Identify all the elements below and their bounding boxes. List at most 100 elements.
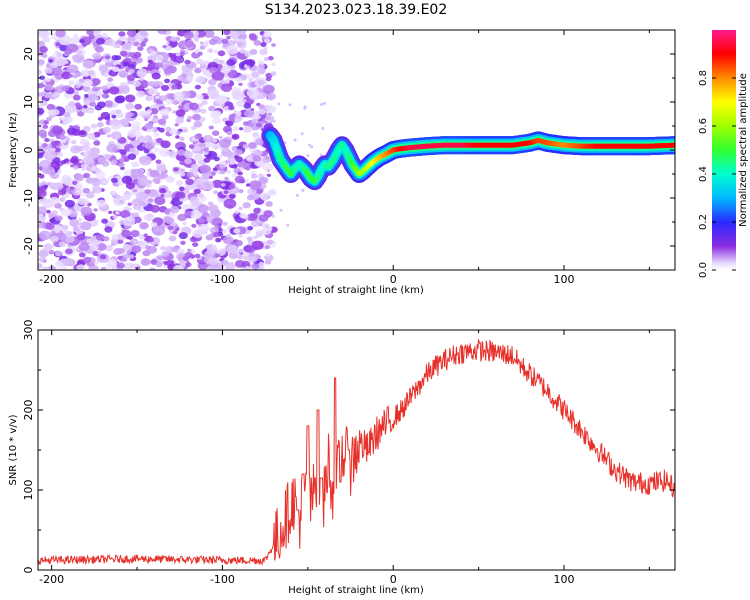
noise-blob [156, 127, 161, 130]
noise-blob [62, 257, 74, 267]
noise-blob [40, 100, 48, 107]
noise-blob [152, 177, 160, 184]
noise-blob [235, 156, 244, 163]
colorbar-tick-label: 0.4 [698, 166, 709, 182]
spectrogram-xlabel: Height of straight line (km) [288, 285, 424, 296]
noise-blob [173, 265, 184, 270]
noise-blob [121, 175, 133, 184]
noise-blob [252, 132, 259, 138]
noise-blob [171, 246, 179, 253]
noise-blob [170, 36, 177, 42]
noise-blob [255, 231, 264, 238]
noise-blob [77, 198, 87, 206]
snr-xlabel: Height of straight line (km) [288, 585, 424, 596]
noise-blob [60, 208, 72, 217]
noise-blob [127, 202, 132, 206]
noise-blob [147, 168, 152, 172]
noise-blob [137, 68, 148, 76]
noise-blob [44, 138, 50, 142]
noise-blob [180, 168, 185, 172]
noise-blob [72, 180, 78, 185]
noise-blob [106, 143, 119, 153]
noise-blob [271, 62, 276, 67]
noise-blob [145, 95, 153, 102]
noise-blob [82, 78, 93, 88]
noise-blob [173, 167, 179, 172]
noise-blob [82, 59, 95, 69]
noise-blob [106, 259, 118, 268]
noise-blob [96, 90, 103, 96]
noise-blob [110, 159, 118, 166]
noise-blob [132, 80, 141, 87]
noise-blob [50, 140, 60, 147]
noise-blob [150, 222, 158, 228]
noise-blob [226, 151, 236, 158]
snr-axes: -200 -100 0 100 0 100 200 300 [22, 320, 675, 586]
noise-blob [38, 83, 44, 89]
noise-blob [63, 158, 70, 163]
noise-blob [208, 125, 214, 130]
noise-blob [82, 143, 90, 149]
noise-blob [79, 160, 84, 164]
noise-blob [137, 177, 150, 187]
noise-blob [263, 210, 273, 218]
noise-blob [267, 93, 277, 100]
colorbar: 0.0 0.2 0.4 0.6 0.8 Normalized spectral ampl… [698, 30, 749, 278]
noise-blob [258, 104, 265, 109]
noise-blob [89, 101, 97, 107]
noise-blob [88, 69, 95, 76]
noise-blob [78, 252, 86, 258]
noise-blob [186, 171, 194, 178]
noise-blob [308, 143, 311, 147]
noise-blob [182, 128, 188, 133]
noise-blob [74, 173, 85, 182]
noise-blob [140, 30, 148, 37]
noise-blob [122, 61, 130, 67]
noise-blob [159, 108, 170, 116]
noise-blob [255, 122, 262, 128]
noise-blob [119, 50, 128, 57]
noise-blob [83, 256, 92, 264]
noise-blob [171, 84, 179, 90]
noise-blob [196, 94, 204, 100]
noise-blob [208, 257, 219, 266]
noise-blob [155, 261, 163, 268]
noise-blob [107, 77, 114, 82]
noise-blob [175, 180, 184, 186]
noise-blob [213, 50, 218, 54]
colorbar-axis: 0.0 0.2 0.4 0.6 0.8 [698, 70, 736, 278]
noise-blob [165, 176, 175, 183]
signal-track-cell [672, 142, 675, 148]
noise-blob [119, 149, 127, 155]
noise-blob [150, 50, 157, 56]
noise-blob [187, 115, 193, 120]
noise-blob [182, 221, 187, 226]
noise-blob [162, 44, 167, 49]
noise-blob [116, 262, 125, 269]
noise-blob [179, 136, 185, 141]
noise-blob [88, 34, 95, 40]
noise-blob [130, 230, 140, 238]
noise-blob [59, 134, 66, 140]
noise-blob [212, 138, 218, 143]
noise-blob [221, 65, 232, 74]
noise-blob [322, 101, 326, 105]
noise-blob [262, 163, 274, 172]
noise-blob [155, 159, 162, 164]
y-tick-label: 10 [22, 95, 35, 109]
noise-blob [238, 206, 243, 211]
noise-blob [140, 136, 149, 143]
noise-blob [73, 33, 79, 38]
noise-blob [111, 55, 119, 61]
y-tick-label: -20 [22, 237, 35, 255]
noise-blob [152, 81, 161, 87]
noise-blob [260, 42, 267, 47]
noise-blob [161, 114, 169, 120]
noise-blob [301, 188, 305, 192]
noise-blob [251, 240, 264, 250]
noise-blob [140, 42, 146, 47]
noise-blob [248, 78, 253, 83]
noise-blob [46, 209, 51, 214]
noise-blob [235, 111, 242, 117]
noise-blob [104, 226, 113, 233]
